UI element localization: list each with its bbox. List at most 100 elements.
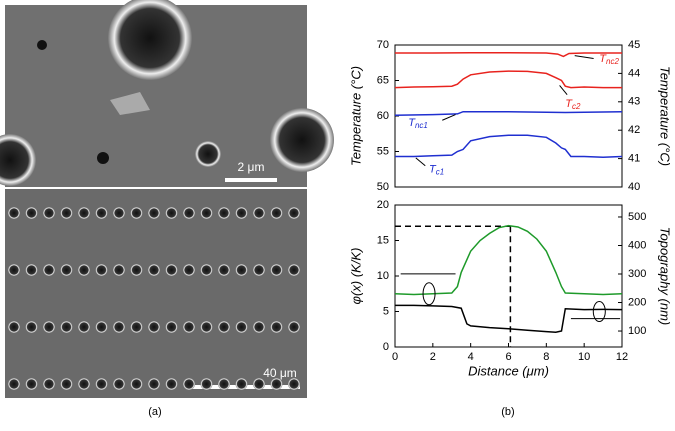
annotation: Tc1	[429, 163, 444, 176]
pore	[288, 321, 300, 333]
pore	[270, 378, 283, 390]
panel-label: (b)	[501, 406, 514, 418]
pore	[25, 378, 38, 390]
pore	[60, 207, 73, 219]
pore	[25, 321, 38, 333]
y-axis-label: φ(x) (K/K)	[348, 248, 363, 305]
y2-tick-label: 400	[628, 239, 646, 251]
y-tick-label: 0	[383, 341, 389, 353]
pore	[25, 207, 38, 219]
pore	[253, 378, 265, 390]
pore	[218, 378, 230, 390]
scale-bar-label: 2 μm	[238, 160, 265, 174]
y2-tick-label: 41	[628, 153, 640, 165]
pore	[43, 321, 55, 333]
y2-tick-label: 40	[628, 181, 640, 193]
pore	[60, 378, 73, 390]
pore	[113, 321, 125, 333]
pore	[113, 264, 125, 276]
y-tick-label: 10	[377, 270, 389, 282]
y-tick-label: 65	[377, 74, 389, 86]
pore	[60, 321, 73, 333]
y2-tick-label: 45	[628, 39, 640, 51]
pore	[165, 321, 178, 333]
pore	[288, 264, 300, 276]
pore	[113, 378, 125, 390]
x-tick-label: 4	[468, 351, 474, 363]
pore	[165, 264, 178, 276]
pore	[95, 378, 108, 390]
pore	[148, 264, 160, 276]
series-line	[394, 110, 623, 117]
pore	[78, 321, 90, 333]
pore	[270, 321, 283, 333]
pore	[235, 264, 248, 276]
sem-image-top: 2 μm	[0, 0, 334, 187]
annotation-arrow	[559, 85, 568, 96]
y2-tick-label: 44	[628, 67, 640, 79]
pore	[43, 264, 55, 276]
series-line	[394, 70, 622, 89]
axis-marker	[422, 282, 436, 306]
annotation-sub: nc2	[606, 57, 619, 66]
y-tick-label: 60	[377, 110, 389, 122]
pore	[235, 207, 248, 219]
pore	[130, 378, 143, 390]
annotation-sub: c1	[436, 167, 444, 176]
pore	[148, 207, 160, 219]
pore	[95, 264, 108, 276]
pore	[8, 207, 20, 219]
y-tick-label: 55	[377, 145, 389, 157]
annotation-text: T	[429, 163, 437, 175]
pore	[8, 378, 20, 390]
x-tick-label: 2	[430, 351, 436, 363]
pore	[43, 378, 55, 390]
pore	[60, 264, 73, 276]
pore	[183, 264, 195, 276]
pore	[8, 321, 20, 333]
annotation-sub: nc1	[415, 121, 428, 130]
sem-image-bottom: 40 μm	[5, 189, 307, 398]
panel-label: (a)	[148, 406, 161, 418]
pore	[200, 321, 213, 333]
y-tick-label: 5	[383, 305, 389, 317]
series-line	[395, 304, 623, 333]
series-line	[395, 51, 622, 58]
pore	[183, 321, 195, 333]
pore	[253, 207, 265, 219]
y2-axis-label: Topography (nm)	[658, 227, 673, 326]
y-tick-label: 50	[377, 181, 389, 193]
pore	[8, 264, 20, 276]
y2-tick-label: 42	[628, 124, 640, 136]
y-axis-label: Temperature (°C)	[348, 66, 363, 166]
annotation-arrow	[574, 55, 594, 59]
annotation-text: T	[565, 98, 573, 110]
annotation-arrow	[442, 114, 456, 121]
y-tick-label: 70	[377, 39, 389, 51]
pore	[165, 378, 178, 390]
y2-tick-label: 300	[628, 268, 646, 280]
pore	[78, 378, 90, 390]
pore	[113, 207, 125, 219]
y2-tick-label: 100	[628, 325, 646, 337]
annotation: Tnc2	[599, 53, 619, 66]
pore	[130, 207, 143, 219]
series-line	[394, 224, 623, 296]
pore	[78, 207, 90, 219]
y2-tick-label: 200	[628, 296, 646, 308]
annotation: Tc2	[565, 98, 581, 111]
y2-tick-label: 500	[628, 211, 646, 223]
pore	[200, 207, 213, 219]
pore	[218, 264, 230, 276]
pore	[218, 321, 230, 333]
pore	[130, 321, 143, 333]
pore	[235, 321, 248, 333]
x-tick-label: 10	[578, 351, 590, 363]
annotation: Tnc1	[408, 117, 428, 130]
pore	[130, 264, 143, 276]
pore	[95, 321, 108, 333]
pore	[288, 207, 300, 219]
pore	[218, 207, 230, 219]
pore	[200, 264, 213, 276]
pore	[270, 264, 283, 276]
